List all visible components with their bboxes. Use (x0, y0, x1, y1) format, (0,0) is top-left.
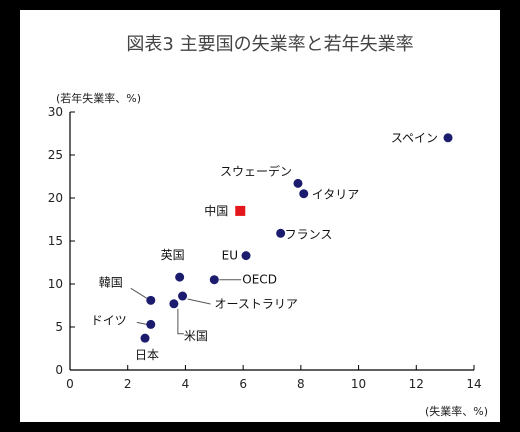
y-tick-label: 20 (48, 191, 63, 205)
data-point (443, 133, 453, 143)
y-tick-label: 5 (55, 320, 63, 334)
y-tick-label: 25 (48, 148, 63, 162)
data-point (169, 299, 179, 309)
data-point (146, 295, 156, 305)
y-tick-label: 30 (48, 105, 63, 119)
point-label: スウェーデン (220, 163, 292, 178)
data-point (276, 228, 286, 238)
point-label: オーストラリア (215, 297, 298, 311)
x-tick-label: 12 (409, 377, 424, 391)
y-tick-label: 10 (48, 277, 63, 291)
data-point (241, 251, 251, 261)
data-point (299, 189, 309, 199)
scatter-chart: 図表3 主要国の失業率と若年失業率 (若年失業率、%) (失業率、%) 0 5 10… (48, 34, 488, 418)
x-tick-label: 6 (239, 377, 247, 391)
point-label: スペイン (391, 131, 438, 145)
data-point (140, 333, 150, 343)
data-point (146, 319, 156, 329)
x-tick-label: 8 (297, 377, 305, 391)
leader-line (177, 308, 184, 335)
point-label: OECD (242, 273, 277, 287)
data-point-highlight (235, 205, 246, 216)
x-axis-label: (失業率、%) (425, 404, 488, 418)
point-label: ドイツ (91, 313, 127, 327)
leader-line (136, 321, 147, 325)
x-tick-label: 2 (124, 377, 132, 391)
x-tick-label: 10 (351, 377, 366, 391)
x-tick-label: 0 (66, 377, 74, 391)
data-point (178, 291, 188, 301)
y-tick-label: 0 (55, 363, 63, 377)
leader-lines (130, 279, 242, 335)
point-label: 中国 (204, 203, 228, 218)
y-axis-label: (若年失業率、%) (56, 91, 141, 105)
data-point (293, 178, 303, 188)
point-label: イタリア (312, 188, 360, 202)
leader-line (187, 298, 211, 305)
x-tick-label: 4 (182, 377, 190, 391)
data-point (175, 272, 185, 282)
x-tick-label: 14 (466, 377, 481, 391)
point-label: 日本 (135, 348, 159, 362)
data-point (209, 275, 219, 285)
point-label: 韓国 (99, 275, 123, 289)
data-points (140, 133, 453, 343)
y-tick-label: 15 (48, 234, 63, 248)
point-label: EU (222, 249, 238, 263)
axes: 0 5 10 15 20 25 30 0 2 4 6 8 10 12 14 (48, 105, 482, 391)
point-label: 米国 (184, 329, 208, 343)
point-label: 英国 (161, 248, 185, 262)
chart-title: 図表3 主要国の失業率と若年失業率 (126, 34, 413, 55)
point-label: フランス (285, 227, 333, 241)
chart-frame: 図表3 主要国の失業率と若年失業率 (若年失業率、%) (失業率、%) 0 5 10… (20, 10, 500, 422)
leader-line (130, 287, 148, 299)
